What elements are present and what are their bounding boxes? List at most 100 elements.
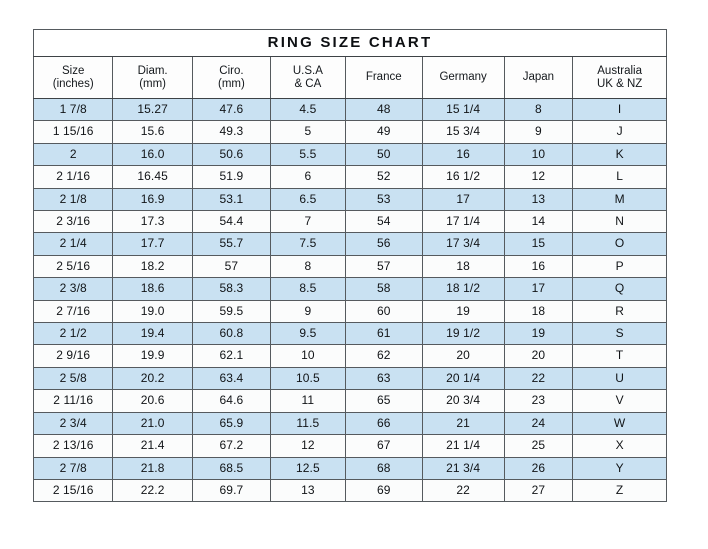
cell-germany: 18 — [421, 254, 505, 279]
column-header-line2: (mm) — [218, 77, 245, 90]
cell-diam: 19.0 — [112, 299, 193, 324]
cell-diam: 20.2 — [112, 366, 193, 391]
cell-japan: 25 — [503, 434, 574, 458]
cell-france: 53 — [344, 187, 423, 212]
cell-japan: 9 — [503, 120, 574, 144]
cell-size: 2 3/4 — [32, 411, 114, 436]
cell-usa: 13 — [270, 478, 346, 503]
table-row: 2 3/16 17.3 54.4 7 54 17 1/4 14 N — [32, 210, 667, 234]
cell-au: Z — [572, 478, 667, 503]
cell-diam: 17.7 — [112, 232, 193, 256]
cell-japan: 14 — [503, 210, 574, 234]
cell-germany: 21 3/4 — [421, 456, 505, 480]
cell-japan: 19 — [503, 322, 574, 346]
cell-ciro: 49.3 — [191, 120, 272, 144]
column-header-1: Diam. (mm) — [112, 56, 193, 99]
cell-france: 63 — [344, 366, 423, 391]
cell-diam: 15.27 — [112, 97, 193, 122]
cell-france: 49 — [344, 120, 423, 144]
cell-diam: 18.2 — [112, 254, 193, 279]
column-header-line1: Diam. — [137, 64, 168, 77]
cell-usa: 8.5 — [270, 277, 346, 301]
table-row: 2 1/16 16.45 51.9 6 52 16 1/2 12 L — [32, 165, 667, 189]
page-title: RING SIZE CHART — [267, 34, 433, 51]
cell-au: S — [572, 322, 667, 346]
cell-japan: 13 — [503, 187, 574, 212]
cell-germany: 15 1/4 — [421, 97, 505, 122]
cell-japan: 10 — [503, 142, 574, 167]
cell-au: J — [572, 120, 667, 144]
cell-germany: 15 3/4 — [421, 120, 505, 144]
column-header-0: Size (inches) — [32, 56, 114, 99]
cell-au: N — [572, 210, 667, 234]
cell-diam: 15.6 — [112, 120, 193, 144]
cell-size: 2 13/16 — [32, 434, 114, 458]
cell-japan: 17 — [503, 277, 574, 301]
cell-japan: 18 — [503, 299, 574, 324]
cell-usa: 9.5 — [270, 322, 346, 346]
cell-france: 60 — [344, 299, 423, 324]
column-header-7: Australia UK & NZ — [572, 56, 667, 99]
cell-usa: 12 — [270, 434, 346, 458]
cell-germany: 17 1/4 — [421, 210, 505, 234]
cell-diam: 16.45 — [112, 165, 193, 189]
table-row: 2 1/8 16.9 53.1 6.5 53 17 13 M — [32, 187, 667, 212]
column-header-line1: Japan — [522, 71, 555, 83]
table-row: 2 7/16 19.0 59.5 9 60 19 18 R — [32, 299, 667, 324]
cell-size: 2 3/8 — [32, 277, 114, 301]
column-header-line2: UK & NZ — [596, 77, 643, 90]
cell-germany: 17 — [421, 187, 505, 212]
cell-ciro: 51.9 — [191, 165, 272, 189]
cell-usa: 6 — [270, 165, 346, 189]
column-header-line1: Germany — [439, 71, 487, 83]
cell-ciro: 67.2 — [191, 434, 272, 458]
cell-germany: 19 1/2 — [421, 322, 505, 346]
cell-ciro: 65.9 — [191, 411, 272, 436]
cell-size: 2 11/16 — [32, 389, 114, 413]
cell-usa: 12.5 — [270, 456, 346, 480]
cell-france: 54 — [344, 210, 423, 234]
cell-france: 56 — [344, 232, 423, 256]
cell-usa: 7 — [270, 210, 346, 234]
column-header-2: Ciro. (mm) — [191, 56, 272, 99]
cell-ciro: 63.4 — [191, 366, 272, 391]
cell-france: 67 — [344, 434, 423, 458]
cell-france: 58 — [344, 277, 423, 301]
chart-title-row: RING SIZE CHART — [33, 29, 667, 57]
cell-au: M — [572, 187, 667, 212]
cell-size: 2 9/16 — [32, 344, 114, 368]
column-header-line2: (mm) — [139, 77, 167, 90]
cell-usa: 8 — [270, 254, 346, 279]
cell-france: 48 — [344, 97, 423, 122]
table-row: 1 7/8 15.27 47.6 4.5 48 15 1/4 8 I — [32, 97, 667, 122]
cell-size: 2 15/16 — [32, 478, 114, 503]
cell-au: V — [572, 389, 667, 413]
cell-diam: 22.2 — [112, 478, 193, 503]
cell-ciro: 47.6 — [191, 97, 272, 122]
cell-germany: 16 1/2 — [421, 165, 505, 189]
cell-ciro: 62.1 — [191, 344, 272, 368]
cell-germany: 20 — [421, 344, 505, 368]
cell-france: 57 — [344, 254, 423, 279]
table-row: 1 15/16 15.6 49.3 5 49 15 3/4 9 J — [32, 120, 667, 144]
cell-france: 66 — [344, 411, 423, 436]
column-header-5: Germany — [421, 56, 505, 99]
cell-au: Y — [572, 456, 667, 480]
cell-size: 2 1/16 — [32, 165, 114, 189]
cell-au: X — [572, 434, 667, 458]
cell-diam: 18.6 — [112, 277, 193, 301]
cell-usa: 11.5 — [270, 411, 346, 436]
cell-size: 2 5/8 — [32, 366, 114, 391]
cell-germany: 21 1/4 — [421, 434, 505, 458]
cell-ciro: 68.5 — [191, 456, 272, 480]
cell-ciro: 60.8 — [191, 322, 272, 346]
cell-ciro: 54.4 — [191, 210, 272, 234]
cell-au: K — [572, 142, 667, 167]
cell-au: O — [572, 232, 667, 256]
table-row: 2 11/16 20.6 64.6 11 65 20 3/4 23 V — [32, 389, 667, 413]
cell-diam: 20.6 — [112, 389, 193, 413]
cell-size: 2 — [32, 142, 114, 167]
cell-japan: 23 — [503, 389, 574, 413]
ring-size-table: RING SIZE CHART Size (inches) Diam. (mm) Cir… — [32, 29, 667, 503]
cell-japan: 22 — [503, 366, 574, 391]
